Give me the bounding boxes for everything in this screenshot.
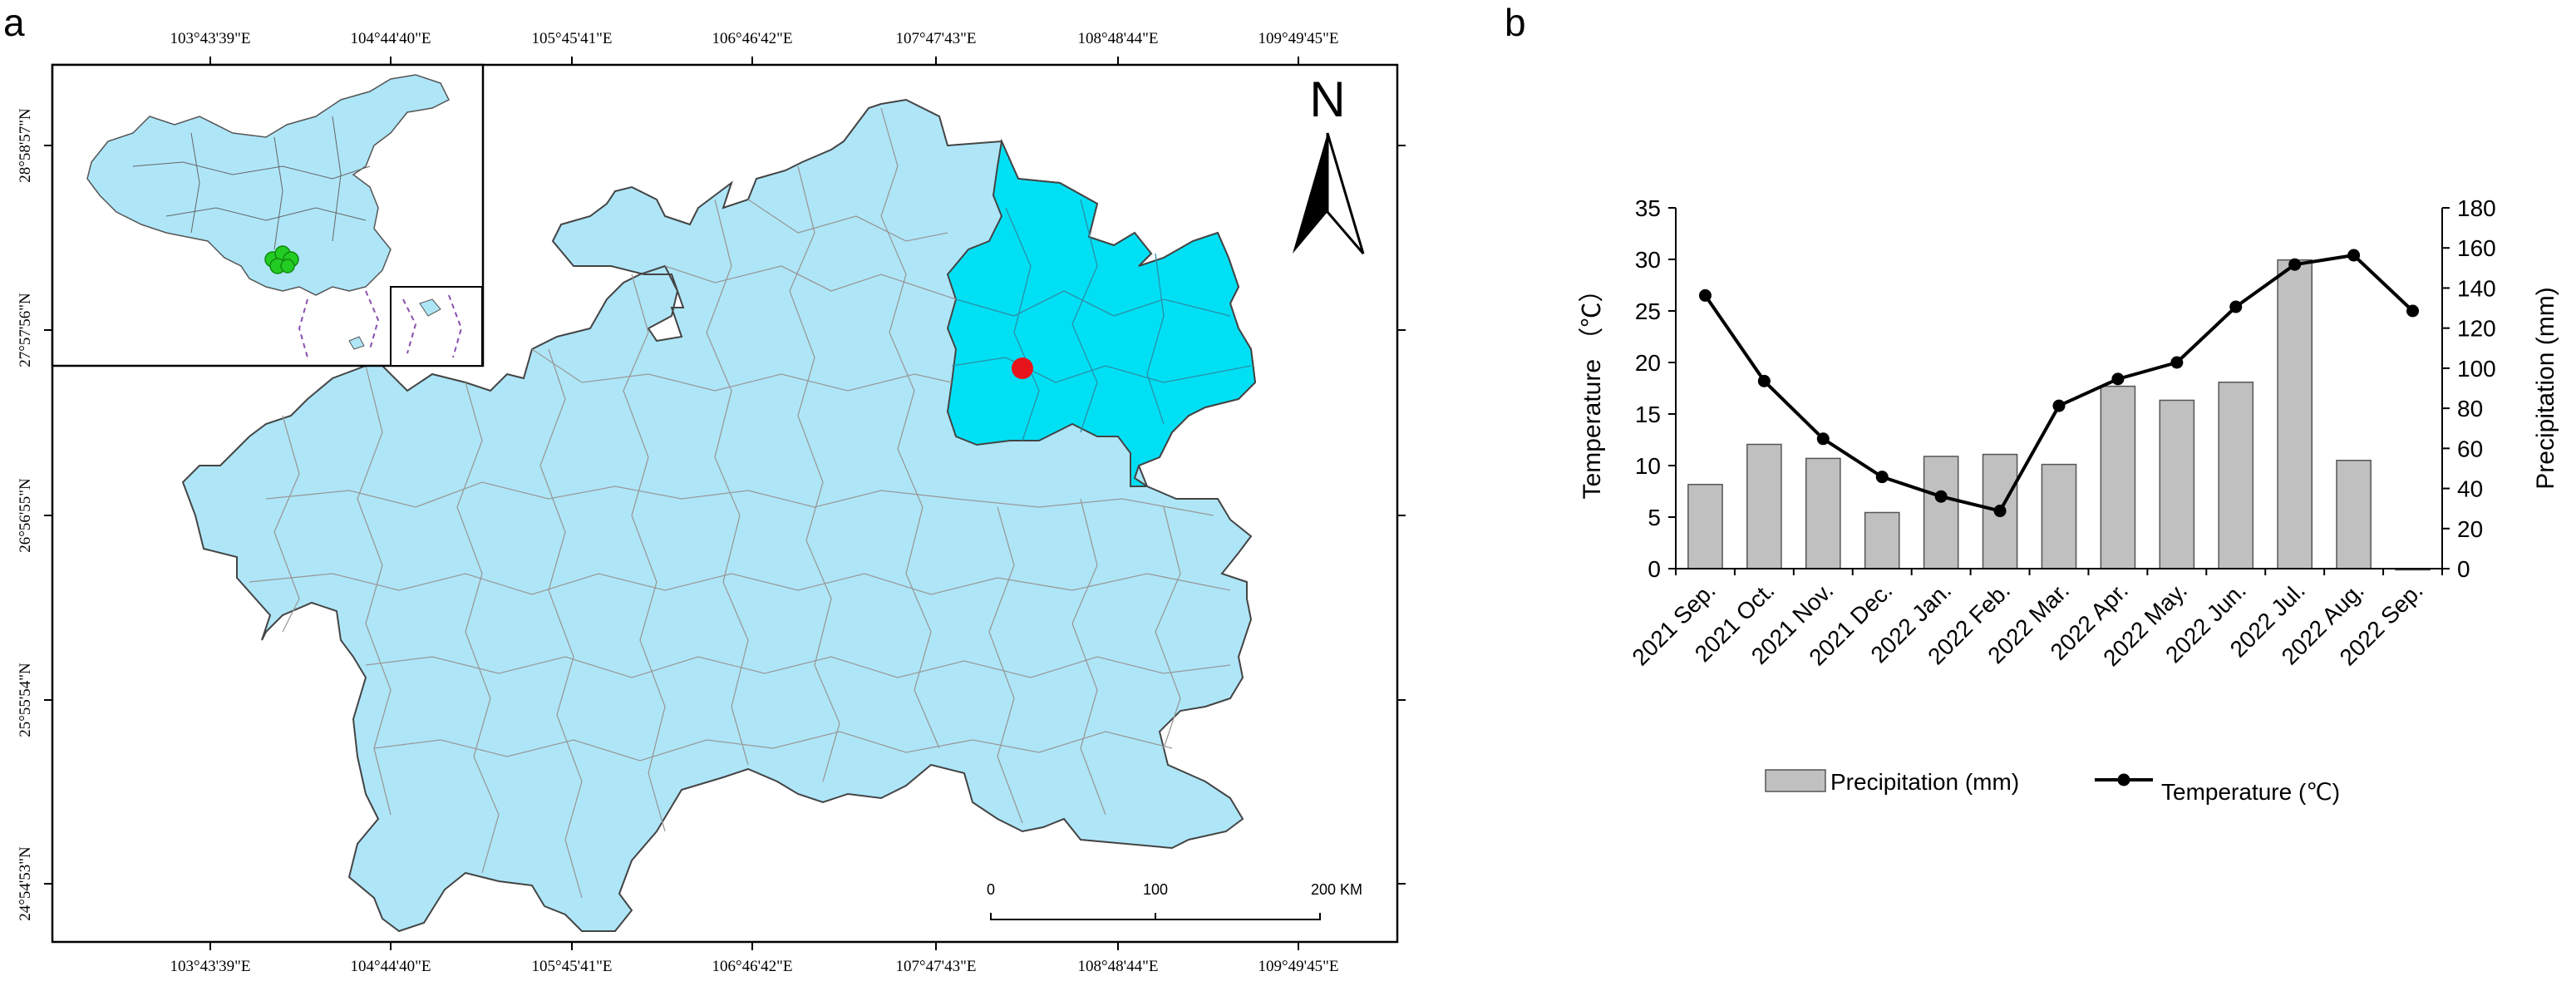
latitude-label-left: 24°54'53"N [17, 846, 34, 921]
precipitation-bar [2041, 463, 2077, 569]
right-tick-label: 60 [2457, 436, 2483, 461]
left-tick-label: 10 [1635, 453, 1661, 479]
right-tick-label: 20 [2457, 516, 2483, 542]
longitude-label-bottom: 107°47'43"E [896, 958, 977, 975]
temperature-point [1698, 288, 1712, 302]
panel-label-b: b [1505, 1, 1526, 44]
temperature-point [2347, 249, 2361, 262]
temperature-point [2288, 258, 2302, 271]
longitude-label-bottom: 106°46'42"E [712, 958, 793, 975]
longitude-label-bottom: 108°48'44"E [1078, 958, 1159, 975]
left-tick-label: 20 [1635, 350, 1661, 376]
temperature-point [2111, 372, 2125, 386]
right-tick-label: 140 [2457, 275, 2496, 301]
precipitation-bar [1805, 457, 1841, 569]
precipitation-bar [2336, 460, 2372, 569]
county-boundaries [249, 107, 1231, 899]
highlighted-region-shape [946, 138, 1257, 487]
legend-temperature-label: Temperature (℃) [2161, 779, 2340, 805]
coordinate-grid-labels: 103°43'39"E 103°43'39"E 104°44'40"E 104°44'… [17, 30, 1406, 975]
precipitation-bar [2159, 399, 2195, 569]
legend-bar-swatch [1765, 769, 1826, 792]
panel-label-a: a [3, 1, 25, 44]
scale-label-0: 0 [987, 881, 995, 898]
left-tick-label: 15 [1635, 402, 1661, 427]
precipitation-bar [1923, 456, 1959, 569]
left-axis-title: Temperature （℃） [1579, 278, 1606, 500]
temperature-point [2406, 304, 2420, 318]
temperature-point [1757, 374, 1771, 387]
left-tick-label: 35 [1635, 195, 1661, 221]
precipitation-bar [2277, 259, 2313, 569]
longitude-label-top: 109°49'45"E [1258, 30, 1339, 47]
latitude-label-left: 27°57'56"N [17, 293, 34, 367]
temperature-point [1934, 490, 1948, 503]
temperature-point [1875, 471, 1889, 484]
longitude-label-top: 108°48'44"E [1078, 30, 1159, 47]
sampling-site-marker [1012, 357, 1033, 379]
precipitation-bar [1864, 511, 1900, 569]
longitude-label-bottom: 104°44'40"E [351, 958, 431, 975]
latitude-label-left: 26°56'55"N [17, 478, 34, 553]
longitude-label-top: 103°43'39"E [170, 30, 251, 47]
longitude-label-bottom: 105°45'41"E [532, 958, 613, 975]
temperature-point [2052, 399, 2066, 412]
left-tick-label: 30 [1635, 247, 1661, 273]
highlighted-county-boundaries [951, 199, 1252, 441]
temperature-point [1993, 505, 2007, 518]
longitude-label-top: 106°46'42"E [712, 30, 793, 47]
scale-label-200km: 200 KM [1311, 881, 1362, 898]
scale-label-100: 100 [1143, 881, 1168, 898]
right-tick-label: 120 [2457, 316, 2496, 342]
longitude-label-bottom: 103°43'39"E [170, 958, 251, 975]
left-tick-label: 0 [1648, 556, 1661, 582]
precipitation-bar [1687, 483, 1723, 569]
temperature-point [2170, 356, 2184, 369]
longitude-label-top: 107°47'43"E [896, 30, 977, 47]
right-tick-label: 80 [2457, 396, 2483, 422]
inset-map [51, 63, 485, 367]
left-tick-label: 25 [1635, 298, 1661, 324]
temperature-point [1816, 432, 1830, 446]
inset-guizhou-marker [264, 245, 299, 274]
inset-south-china-sea-box [390, 286, 483, 367]
north-arrow: N [1293, 71, 1365, 254]
longitude-label-top: 104°44'40"E [351, 30, 431, 47]
right-tick-label: 180 [2457, 195, 2496, 221]
latitude-label-left: 25°55'54"N [17, 663, 34, 737]
latitude-label-left: 28°58'57"N [17, 108, 34, 183]
right-tick-label: 160 [2457, 235, 2496, 261]
china-outline-shape [86, 74, 451, 296]
temperature-point [2229, 300, 2243, 313]
left-tick-label: 5 [1648, 505, 1661, 530]
precipitation-bar [1746, 443, 1782, 569]
right-tick-label: 0 [2457, 556, 2470, 582]
longitude-label-bottom: 109°49'45"E [1258, 958, 1339, 975]
precipitation-bar [2218, 382, 2254, 569]
right-tick-label: 40 [2457, 476, 2483, 502]
north-arrow-label: N [1309, 71, 1345, 127]
right-tick-label: 100 [2457, 356, 2496, 382]
map-panel: N 0 100 200 KM 103°43'39"E 103°43'39"E 104… [17, 30, 1406, 975]
right-axis-title: Precipitation (mm) [2532, 287, 2559, 489]
precipitation-bar [2100, 385, 2136, 569]
legend-precipitation-label: Precipitation (mm) [1830, 769, 2019, 795]
longitude-label-top: 105°45'41"E [532, 30, 613, 47]
scale-bar: 0 100 200 KM [987, 881, 1362, 920]
